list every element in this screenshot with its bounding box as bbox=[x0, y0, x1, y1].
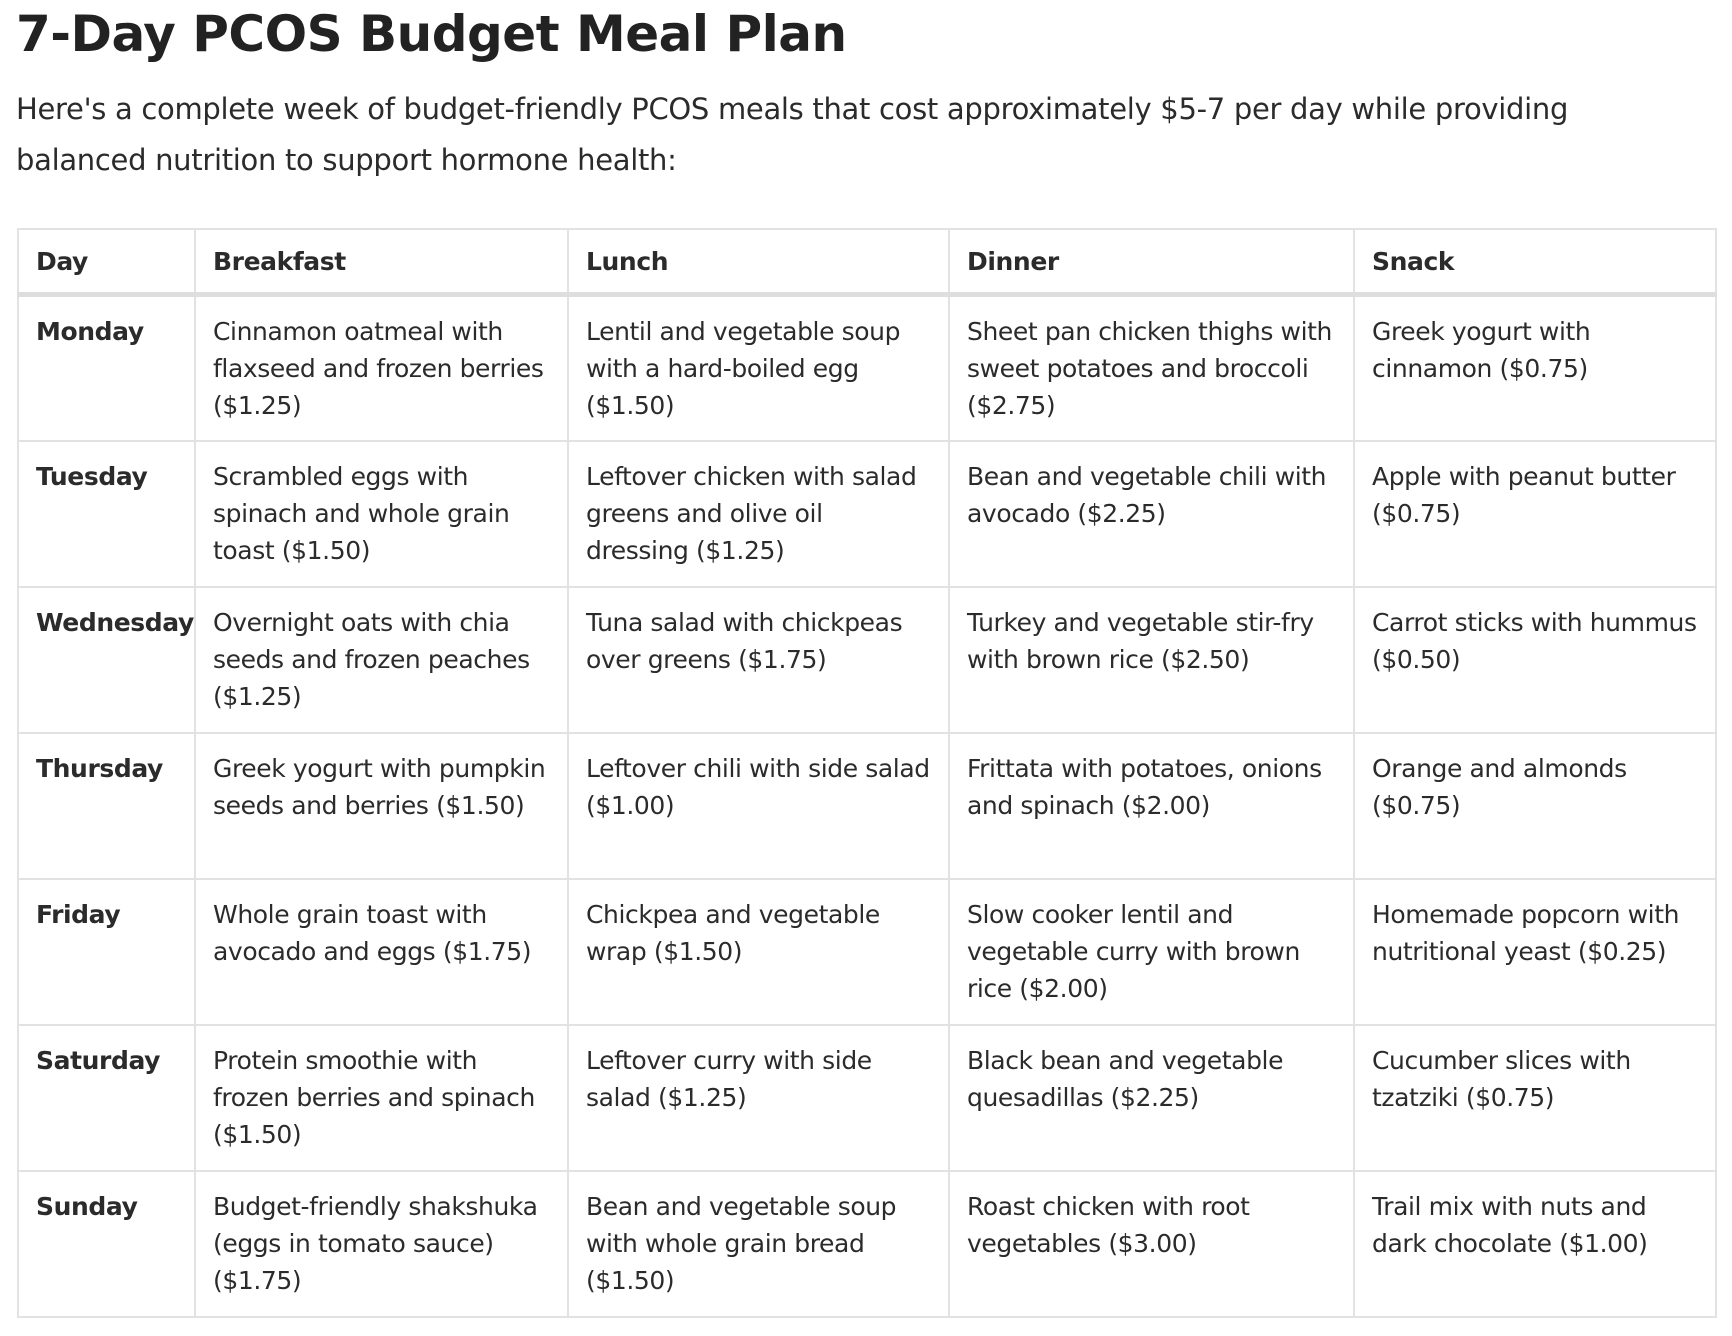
table-header-row: Day Breakfast Lunch Dinner Snack bbox=[17, 228, 1717, 297]
cell-dinner: Slow cooker lentil and vegetable curry w… bbox=[948, 877, 1355, 1026]
cell-breakfast: Greek yogurt with pumpkin seeds and berr… bbox=[194, 731, 569, 880]
cell-breakfast: Budget-friendly shakshuka (eggs in tomat… bbox=[194, 1169, 569, 1318]
cell-dinner: Turkey and vegetable stir-fry with brown… bbox=[948, 585, 1355, 734]
cell-day: Friday bbox=[17, 877, 196, 1026]
cell-dinner: Roast chicken with root vegetables ($3.0… bbox=[948, 1169, 1355, 1318]
cell-breakfast: Overnight oats with chia seeds and froze… bbox=[194, 585, 569, 734]
cell-day: Sunday bbox=[17, 1169, 196, 1318]
cell-day: Saturday bbox=[17, 1023, 196, 1172]
intro-paragraph: Here's a complete week of budget-friendl… bbox=[16, 92, 1569, 177]
cell-dinner: Bean and vegetable chili with avocado ($… bbox=[948, 439, 1355, 588]
cell-lunch: Tuna salad with chickpeas over greens ($… bbox=[567, 585, 950, 734]
cell-snack: Carrot sticks with hummus ($0.50) bbox=[1353, 585, 1717, 734]
cell-snack: Apple with peanut butter ($0.75) bbox=[1353, 439, 1717, 588]
header-breakfast: Breakfast bbox=[194, 228, 569, 297]
cell-dinner: Black bean and vegetable quesadillas ($2… bbox=[948, 1023, 1355, 1172]
cell-snack: Orange and almonds ($0.75) bbox=[1353, 731, 1717, 880]
cell-breakfast: Protein smoothie with frozen berries and… bbox=[194, 1023, 569, 1172]
cell-day: Tuesday bbox=[17, 439, 196, 588]
cell-day: Thursday bbox=[17, 731, 196, 880]
cell-breakfast: Cinnamon oatmeal with flaxseed and froze… bbox=[194, 293, 569, 442]
cell-lunch: Leftover chili with side salad ($1.00) bbox=[567, 731, 950, 880]
cell-dinner: Frittata with potatoes, onions and spina… bbox=[948, 731, 1355, 880]
cell-dinner: Sheet pan chicken thighs with sweet pota… bbox=[948, 293, 1355, 442]
header-snack: Snack bbox=[1353, 228, 1717, 297]
cell-snack: Trail mix with nuts and dark chocolate (… bbox=[1353, 1169, 1717, 1318]
header-day: Day bbox=[17, 228, 196, 297]
meal-plan-table: Day Breakfast Lunch Dinner Snack Monday C… bbox=[17, 228, 1717, 1318]
header-dinner: Dinner bbox=[948, 228, 1355, 297]
table-row: Sunday Budget-friendly shakshuka (eggs in… bbox=[17, 1169, 1717, 1318]
cell-lunch: Chickpea and vegetable wrap ($1.50) bbox=[567, 877, 950, 1026]
cell-day: Monday bbox=[17, 293, 196, 442]
table-row: Monday Cinnamon oatmeal with flaxseed and… bbox=[17, 293, 1717, 442]
cell-lunch: Leftover chicken with salad greens and o… bbox=[567, 439, 950, 588]
table-row: Wednesday Overnight oats with chia seeds … bbox=[17, 585, 1717, 734]
table-row: Friday Whole grain toast with avocado and… bbox=[17, 877, 1717, 1026]
cell-snack: Cucumber slices with tzatziki ($0.75) bbox=[1353, 1023, 1717, 1172]
header-lunch: Lunch bbox=[567, 228, 950, 297]
cell-breakfast: Scrambled eggs with spinach and whole gr… bbox=[194, 439, 569, 588]
cell-snack: Greek yogurt with cinnamon ($0.75) bbox=[1353, 293, 1717, 442]
cell-lunch: Bean and vegetable soup with whole grain… bbox=[567, 1169, 950, 1318]
table-row: Tuesday Scrambled eggs with spinach and w… bbox=[17, 439, 1717, 588]
page-title: 7-Day PCOS Budget Meal Plan bbox=[16, 5, 847, 63]
cell-lunch: Leftover curry with side salad ($1.25) bbox=[567, 1023, 950, 1172]
table-row: Saturday Protein smoothie with frozen ber… bbox=[17, 1023, 1717, 1172]
cell-snack: Homemade popcorn with nutritional yeast … bbox=[1353, 877, 1717, 1026]
table-row: Thursday Greek yogurt with pumpkin seeds … bbox=[17, 731, 1717, 880]
cell-breakfast: Whole grain toast with avocado and eggs … bbox=[194, 877, 569, 1026]
cell-lunch: Lentil and vegetable soup with a hard-bo… bbox=[567, 293, 950, 442]
cell-day: Wednesday bbox=[17, 585, 196, 734]
